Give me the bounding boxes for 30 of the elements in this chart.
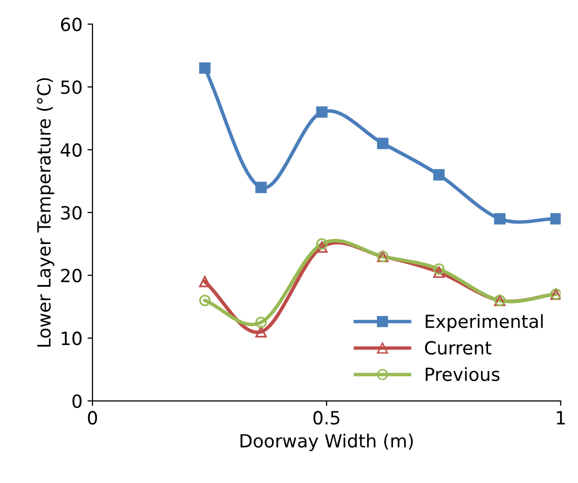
y-tick-label: 30 [61,206,82,220]
point [494,213,506,224]
y-tick-label: 0 [72,394,82,408]
point [550,213,561,224]
point [433,263,445,275]
y-tick-label: 40 [60,143,82,157]
point [316,106,328,118]
point [199,276,211,288]
point [316,241,328,253]
point [255,182,267,194]
y-tick-label: 20 [61,268,82,282]
legend-label: Experimental [426,314,543,332]
point [199,62,211,74]
point [255,316,267,328]
point [199,294,211,306]
x-tick-label: 0.5 [313,410,340,425]
point [433,169,445,181]
y-axis-title: Lower Layer Temperature (°C) [36,78,54,347]
point [316,238,328,250]
y-tick-label: 50 [61,80,82,94]
point [255,326,267,338]
y-tick-label: 60 [61,18,82,32]
legend-label: Current [425,340,492,355]
x-axis-title: Doorway Width (m) [240,434,413,452]
legend-label: Previous [426,367,500,382]
point [433,266,445,278]
x-tick-label: 1 [556,411,565,424]
point [377,138,388,150]
y-tick-label: 10 [62,332,82,346]
x-tick-label: 0 [88,410,98,425]
